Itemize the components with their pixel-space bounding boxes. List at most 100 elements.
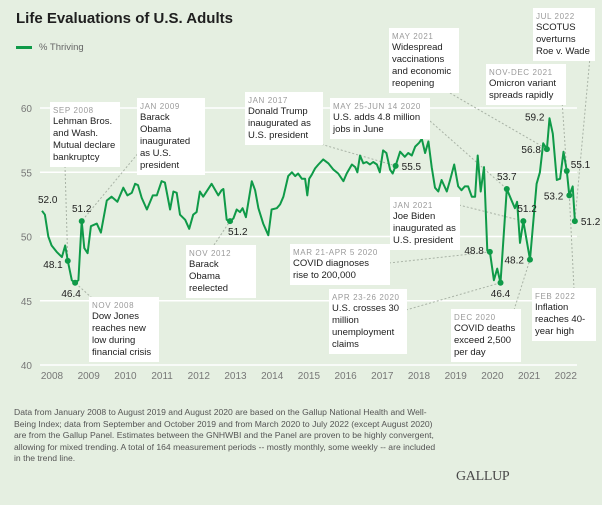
annotation-box: NOV 2012 Barack Obama reelected: [186, 245, 256, 298]
data-point-marker: [227, 218, 234, 225]
annotation-leader-line: [458, 204, 524, 222]
legend: % Thriving: [16, 42, 84, 53]
annotation-box: FEB 2022 Inflation reaches 40-year high: [532, 288, 596, 341]
annotation-box: MAY 25-JUN 14 2020 U.S. adds 4.8 million …: [330, 98, 430, 139]
data-label: 48.1: [43, 260, 63, 271]
data-label: 51.2: [517, 204, 537, 215]
annotation-leader-line: [513, 259, 531, 311]
data-label: 48.8: [464, 246, 484, 257]
footnote: Data from January 2008 to August 2019 an…: [14, 407, 436, 464]
x-tick-label: 2020: [481, 371, 504, 382]
annotation-date: JAN 2017: [248, 96, 288, 105]
data-point-marker: [78, 218, 85, 225]
data-label: 53.7: [497, 172, 517, 183]
annotation-box: JUL 2022 SCOTUS overturns Roe v. Wade: [533, 8, 595, 61]
annotation-leader-line: [449, 92, 548, 150]
data-label: 51.2: [228, 227, 248, 238]
annotation-text: COVID diagnoses rise to 200,000: [293, 258, 370, 281]
annotation-text: Barack Obama reelected: [189, 259, 229, 294]
annotation-text: Donald Trump inaugurated as U.S. preside…: [248, 106, 311, 141]
x-tick-label: 2016: [334, 371, 357, 382]
x-tick-label: 2015: [298, 371, 321, 382]
annotation-date: SEP 2008: [53, 106, 94, 115]
annotation-date: MAR 21-APR 5 2020: [293, 248, 378, 257]
data-point-marker: [486, 248, 493, 255]
x-tick-label: 2013: [224, 371, 247, 382]
annotation-date: NOV 2008: [92, 301, 135, 310]
x-tick-label: 2018: [408, 371, 431, 382]
gallup-logo: GALLUP: [456, 469, 510, 484]
annotation-date: NOV-DEC 2021: [489, 68, 553, 77]
data-label: 51.2: [72, 204, 92, 215]
annotation-text: Lehman Bros. and Wash. Mutual declare ba…: [53, 116, 116, 163]
annotation-text: U.S. adds 4.8 million jobs in June: [333, 112, 421, 135]
legend-label: % Thriving: [39, 42, 84, 53]
x-tick-label: 2014: [261, 371, 284, 382]
data-label: 53.2: [544, 191, 564, 202]
annotation-box: DEC 2020 COVID deaths exceed 2,500 per da…: [451, 309, 521, 362]
annotation-box: NOV 2008 Dow Jones reaches new low during…: [89, 297, 159, 362]
annotation-date: FEB 2022: [535, 292, 576, 301]
data-point-marker: [566, 192, 573, 199]
annotation-text: Barack Obama inaugurated as U.S. preside…: [140, 112, 191, 171]
data-label: 55.1: [571, 160, 591, 171]
x-tick-label: 2019: [445, 371, 468, 382]
annotation-leader-line: [574, 56, 591, 222]
annotation-box: MAR 21-APR 5 2020 COVID diagnoses rise to…: [290, 244, 390, 285]
x-tick-label: 2022: [555, 371, 578, 382]
annotation-box: JAN 2009 Barack Obama inaugurated as U.S.…: [137, 98, 205, 175]
y-tick-label: 55: [21, 168, 33, 179]
annotation-leader-line: [81, 150, 141, 222]
annotation-text: Widespread vaccinations and economic reo…: [392, 42, 452, 89]
y-tick-label: 45: [21, 297, 33, 308]
data-point-marker: [526, 256, 533, 263]
annotation-text: COVID deaths exceed 2,500 per day: [454, 323, 516, 358]
y-tick-label: 50: [21, 233, 33, 244]
x-tick-label: 2009: [78, 371, 101, 382]
annotation-date: MAY 2021: [392, 32, 434, 41]
x-tick-label: 2021: [518, 371, 541, 382]
annotation-box: NOV-DEC 2021 Omicron variant spreads rapi…: [486, 64, 566, 105]
y-tick-label: 40: [21, 361, 33, 372]
annotation-box: JAN 2021 Joe Biden inaugurated as U.S. pr…: [390, 197, 460, 250]
x-tick-label: 2017: [371, 371, 394, 382]
x-tick-label: 2008: [41, 371, 64, 382]
data-point-marker: [563, 167, 570, 174]
data-point-marker: [497, 279, 504, 286]
x-tick-label: 2011: [151, 371, 173, 382]
data-label: 46.4: [61, 289, 81, 300]
annotation-leader-line: [213, 220, 231, 246]
data-point-marker: [72, 279, 79, 286]
data-label: 52.0: [38, 195, 58, 206]
data-label: 46.4: [491, 289, 511, 300]
annotation-box: MAY 2021 Widespread vaccinations and econ…: [389, 28, 459, 93]
annotation-date: JAN 2021: [393, 201, 433, 210]
y-tick-label: 60: [21, 104, 33, 115]
annotation-text: Omicron variant spreads rapidly: [489, 78, 557, 101]
data-point-marker: [543, 146, 550, 153]
annotation-text: SCOTUS overturns Roe v. Wade: [536, 22, 590, 57]
data-label: 56.8: [521, 145, 541, 156]
annotation-leader-line: [388, 251, 490, 264]
annotation-date: JUL 2022: [536, 12, 575, 21]
annotation-text: Dow Jones reaches new low during financi…: [92, 311, 152, 358]
legend-swatch: [16, 46, 32, 49]
annotation-date: NOV 2012: [189, 249, 232, 258]
annotation-leader-line: [405, 282, 501, 311]
data-point-marker: [571, 218, 578, 225]
data-point-marker: [503, 185, 510, 192]
annotation-text: U.S. crosses 30 million unemployment cla…: [332, 303, 400, 350]
annotation-date: DEC 2020: [454, 313, 496, 322]
data-point-marker: [64, 257, 71, 264]
data-label: 59.2: [525, 112, 545, 123]
annotation-date: APR 23-26 2020: [332, 293, 400, 302]
data-point-marker: [520, 218, 527, 225]
x-tick-label: 2012: [188, 371, 211, 382]
bottom-border: [0, 505, 602, 507]
data-label: 51.2: [581, 217, 601, 228]
chart-title: Life Evaluations of U.S. Adults: [16, 10, 233, 27]
annotation-text: Joe Biden inaugurated as U.S. president: [393, 211, 456, 246]
x-tick-label: 2010: [114, 371, 137, 382]
annotation-box: JAN 2017 Donald Trump inaugurated as U.S.…: [245, 92, 323, 145]
